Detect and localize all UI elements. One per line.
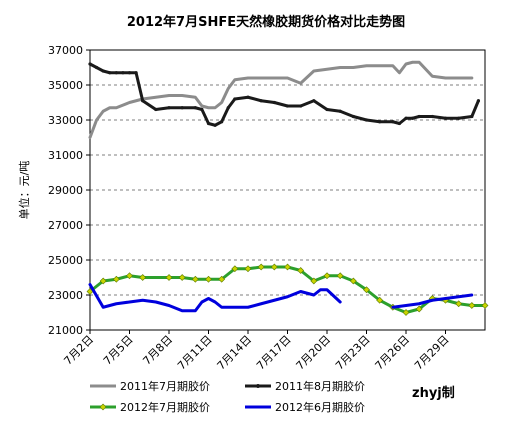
data-point bbox=[205, 275, 212, 283]
data-point bbox=[470, 114, 474, 119]
credit-label: zhyj制 bbox=[412, 385, 455, 401]
data-point bbox=[94, 65, 99, 70]
data-point bbox=[299, 104, 303, 108]
data-point bbox=[284, 263, 291, 271]
data-point bbox=[376, 296, 384, 304]
data-point bbox=[200, 107, 204, 112]
data-point bbox=[338, 109, 342, 113]
data-point bbox=[312, 99, 316, 103]
legend-label: 2011年8月期胶价 bbox=[275, 379, 365, 393]
data-point bbox=[285, 104, 290, 108]
data-point bbox=[257, 263, 265, 271]
data-point bbox=[481, 302, 489, 309]
data-point bbox=[349, 277, 357, 285]
legend-marker bbox=[256, 384, 260, 388]
data-point bbox=[430, 114, 434, 119]
data-point bbox=[167, 106, 171, 110]
legend: 2011年7月期胶价 2011年8月期胶价 2012年7月期胶价 2012年6月期胶价 bbox=[90, 379, 365, 414]
data-point bbox=[191, 275, 199, 283]
data-point bbox=[114, 71, 118, 75]
data-point bbox=[455, 300, 463, 308]
y-tick-label: 35000 bbox=[48, 79, 83, 92]
legend-label: 2011年7月期胶价 bbox=[120, 379, 210, 393]
y-tick-label: 21000 bbox=[48, 324, 83, 337]
chart-title: 2012年7月SHFE天然橡胶期货价格对比走势图 bbox=[127, 14, 405, 30]
data-point bbox=[391, 120, 395, 124]
data-point bbox=[233, 97, 237, 101]
data-point bbox=[244, 265, 252, 273]
data-point bbox=[476, 99, 481, 103]
data-point bbox=[139, 274, 147, 281]
data-point bbox=[246, 95, 250, 99]
data-point bbox=[180, 106, 184, 110]
data-point bbox=[351, 114, 355, 119]
data-point bbox=[378, 120, 382, 124]
data-point bbox=[121, 71, 125, 75]
data-point bbox=[218, 275, 226, 283]
series-line-1 bbox=[88, 62, 480, 127]
data-point bbox=[468, 302, 476, 309]
data-point bbox=[259, 99, 263, 103]
data-point bbox=[127, 71, 132, 75]
data-point bbox=[270, 263, 278, 271]
plot-area bbox=[89, 49, 486, 331]
data-point bbox=[99, 277, 107, 285]
series-lines bbox=[86, 60, 489, 316]
data-point bbox=[457, 116, 461, 120]
legend-label: 2012年7月期胶价 bbox=[120, 400, 210, 414]
data-point bbox=[417, 114, 421, 119]
y-tick-label: 29000 bbox=[48, 184, 83, 197]
data-point bbox=[325, 107, 329, 112]
data-point bbox=[415, 305, 423, 313]
data-point bbox=[126, 272, 133, 280]
y-tick-label: 25000 bbox=[48, 254, 83, 267]
data-point bbox=[310, 277, 318, 285]
data-point bbox=[193, 106, 197, 110]
data-point bbox=[443, 116, 448, 120]
data-point bbox=[88, 62, 92, 66]
y-axis-ticks: 21000 23000 25000 27000 29000 31000 33000 35000… bbox=[48, 44, 90, 337]
y-tick-label: 37000 bbox=[48, 44, 83, 57]
data-point bbox=[108, 71, 112, 75]
data-point bbox=[178, 274, 186, 281]
data-point bbox=[397, 121, 402, 126]
data-point bbox=[410, 116, 415, 120]
data-point bbox=[220, 120, 224, 124]
data-point bbox=[101, 69, 105, 73]
data-point bbox=[272, 100, 276, 105]
data-point bbox=[134, 71, 138, 75]
legend-label: 2012年6月期胶价 bbox=[275, 400, 365, 414]
data-point bbox=[297, 267, 305, 274]
y-tick-label: 27000 bbox=[48, 219, 83, 232]
y-tick-label: 33000 bbox=[48, 114, 83, 127]
data-point bbox=[231, 265, 239, 273]
data-point bbox=[213, 123, 217, 127]
data-point bbox=[165, 274, 173, 281]
y-tick-label: 23000 bbox=[48, 289, 83, 302]
series-line-3-b bbox=[391, 293, 474, 309]
data-point bbox=[226, 106, 230, 110]
legend-marker bbox=[99, 403, 107, 411]
data-point bbox=[154, 107, 158, 112]
y-tick-label: 31000 bbox=[48, 149, 83, 162]
data-point bbox=[404, 116, 408, 120]
data-point bbox=[206, 121, 211, 126]
data-point bbox=[336, 272, 344, 280]
data-point bbox=[323, 272, 331, 280]
series-line-3 bbox=[88, 283, 342, 313]
data-point bbox=[141, 99, 145, 103]
data-point bbox=[402, 309, 410, 316]
data-point bbox=[112, 275, 120, 283]
data-point bbox=[363, 286, 370, 294]
series-line-2 bbox=[88, 265, 487, 314]
y-axis-label: 单位：元/吨 bbox=[17, 161, 31, 220]
data-point bbox=[364, 118, 369, 122]
